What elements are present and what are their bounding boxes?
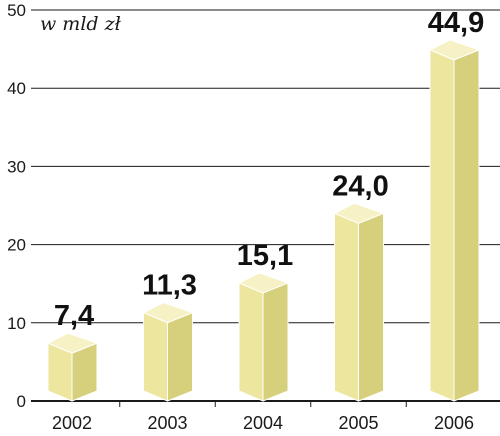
value-labels: 7,4 11,3 15,1 24,0 44,9: [54, 7, 484, 332]
x-tick-labels: 2002 2003 2004 2005 2006: [52, 401, 474, 433]
bar-side-face: [453, 49, 480, 402]
bar-side-face: [262, 282, 289, 402]
y-tick-label: 20: [7, 236, 26, 255]
bar-top-face: [333, 202, 385, 224]
y-tick-label: 40: [7, 79, 26, 98]
bar-front-face: [238, 282, 264, 402]
bar-front-face: [429, 49, 455, 402]
bar-top-face: [428, 39, 481, 61]
unit-label: w mld zł: [40, 13, 122, 35]
value-label: 15,1: [237, 240, 293, 272]
bar: [333, 202, 385, 402]
y-tick-label: 30: [7, 157, 26, 176]
x-tick-label: 2003: [147, 413, 187, 433]
bars: [46, 39, 481, 402]
bar: [46, 332, 99, 402]
bar-front-face: [143, 311, 168, 402]
bar: [428, 39, 481, 402]
x-tick-label: 2004: [243, 413, 283, 433]
bar-front-face: [334, 212, 359, 402]
bar-side-face: [358, 212, 384, 402]
x-tick-label: 2005: [338, 413, 378, 433]
bar-side-face: [167, 311, 193, 402]
value-label: 44,9: [428, 7, 484, 39]
y-tick-label: 50: [7, 1, 26, 20]
x-tick-label: 2002: [52, 413, 92, 433]
x-tick-label: 2006: [434, 413, 474, 433]
bar: [142, 302, 194, 402]
bar-top-face: [142, 302, 194, 324]
y-tick-labels: 0 10 20 30 40 50: [7, 1, 26, 411]
grid-lines: [31, 9, 500, 402]
y-tick-label: 10: [7, 314, 26, 333]
value-label: 7,4: [54, 300, 94, 332]
value-label: 24,0: [332, 170, 388, 202]
bar-top-face: [237, 272, 290, 294]
bar-top-face: [46, 332, 99, 354]
y-tick-label: 0: [17, 392, 26, 411]
value-label: 11,3: [142, 270, 197, 302]
bar: [237, 272, 290, 402]
